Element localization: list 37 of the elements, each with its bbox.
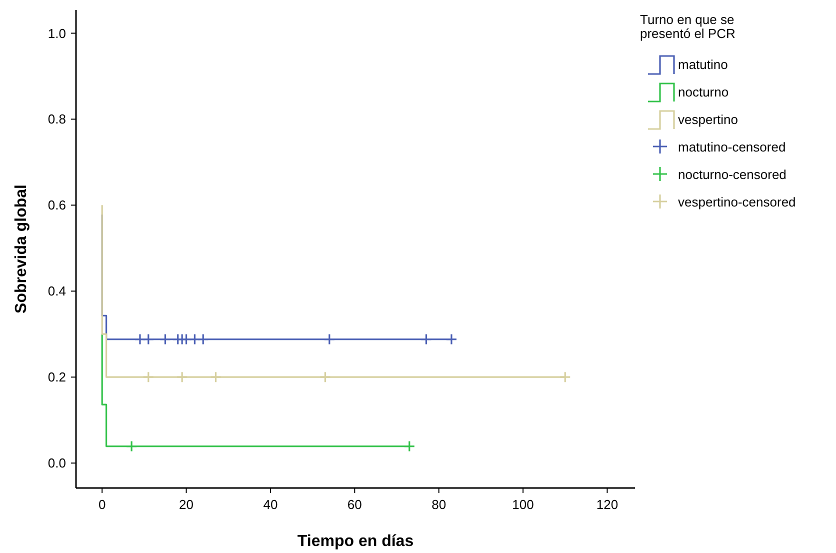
x-tick-label: 100: [512, 497, 534, 512]
y-tick-label: 0.6: [48, 198, 66, 213]
y-tick-label: 0.2: [48, 370, 66, 385]
point: [142, 371, 154, 383]
point: [420, 333, 432, 346]
y-tick-label: 0.8: [48, 112, 66, 127]
point: [159, 333, 172, 346]
point: [126, 440, 138, 452]
y-tick-label: 1.0: [48, 26, 66, 41]
point: [324, 333, 336, 346]
legend-label: matutino-censored: [678, 140, 786, 154]
point: [319, 371, 331, 383]
y-tick-label: 0.0: [48, 456, 66, 471]
point: [210, 371, 222, 383]
x-tick-label: 80: [432, 497, 446, 512]
x-tick-label: 60: [347, 497, 362, 512]
x-tick-label: 40: [263, 497, 278, 512]
legend-title: Turno en que se presentó el PCR: [640, 12, 736, 41]
x-tick-label: 120: [596, 497, 618, 512]
point: [188, 333, 201, 346]
x-tick-label: 20: [179, 497, 194, 512]
y-axis-title: Sobrevida global: [13, 184, 30, 314]
point: [142, 333, 154, 346]
point: [197, 333, 209, 346]
point: [134, 333, 146, 346]
point: [446, 333, 458, 346]
legend-label: nocturno-censored: [678, 167, 786, 182]
legend-label: matutino: [678, 57, 728, 72]
y-tick-label: 0.4: [48, 284, 66, 299]
point: [404, 440, 416, 452]
legend-label: vespertino-censored: [678, 194, 796, 210]
point: [559, 371, 571, 383]
point: [176, 371, 188, 383]
legend-label: nocturno: [678, 84, 729, 100]
legend-label: vespertino: [678, 112, 738, 127]
x-axis-title: Tiempo en días: [297, 533, 414, 550]
x-tick-label: 0: [98, 497, 106, 512]
